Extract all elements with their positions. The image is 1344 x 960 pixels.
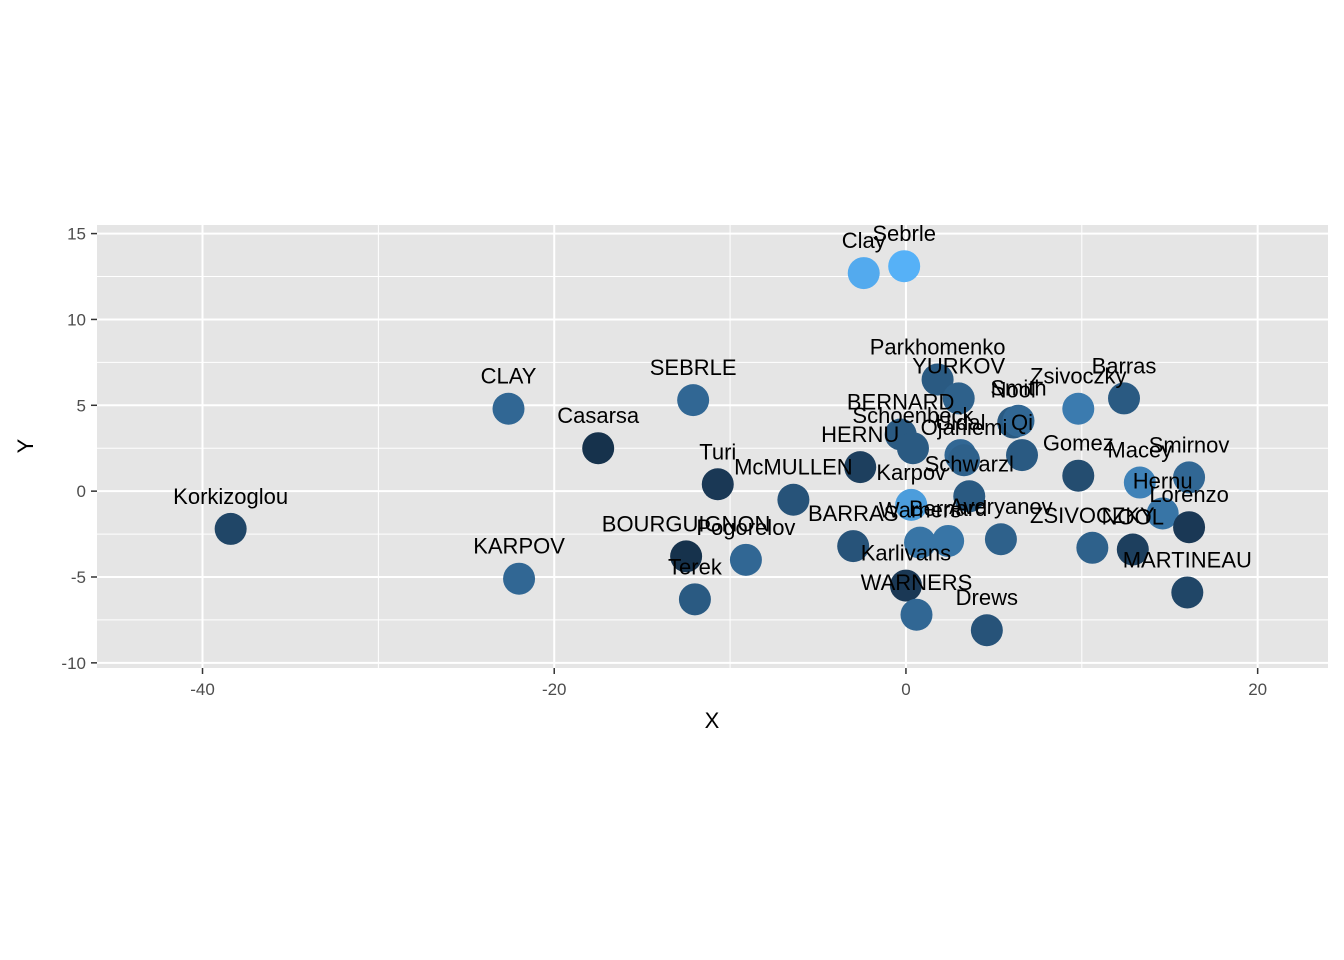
point-label: Warners [879,498,961,523]
data-point [847,257,880,290]
point-label: BERNARD [847,389,955,414]
data-point [777,483,810,516]
data-point [953,480,986,513]
point-label: NOOL [1102,505,1164,530]
x-tick-label: -20 [542,680,567,699]
data-point [984,523,1017,556]
data-point [492,392,525,425]
point-label: Hernu [1133,468,1193,493]
point-label: ZSIVOCZKY [1030,503,1155,528]
data-point [844,451,877,484]
point-label: McMULLEN [734,455,853,480]
x-tick-label: 20 [1248,680,1267,699]
point-label: Smith [990,376,1046,401]
point-label: KARPOV [473,534,565,559]
point-label: Qi [1011,410,1033,435]
y-tick-label: 0 [77,482,86,501]
point-label: Karlivans [861,541,951,566]
x-tick-label: 0 [901,680,910,699]
data-point [1006,439,1039,472]
point-label: Bernard [909,496,987,521]
minor-gridlines [97,225,1328,668]
point-label: Turi [699,439,736,464]
data-point [896,432,929,465]
data-point [503,562,536,595]
point-label: HERNU [821,422,899,447]
data-point [1062,459,1095,492]
data-point [888,250,921,283]
point-label: SEBRLE [650,355,737,380]
data-point [904,526,937,559]
point-label: Nool [991,377,1036,402]
y-axis-title: Y [13,438,38,453]
plot-panel [97,225,1328,668]
data-point [729,543,762,576]
data-point [678,583,711,616]
y-tick-label: 15 [67,225,86,244]
point-label: Sebrle [872,221,936,246]
data-point [677,384,710,417]
data-point [1171,576,1204,609]
data-point [1123,466,1156,499]
point-label: Uldal [935,410,985,435]
point-label: Smirnov [1149,432,1230,457]
data-point [1146,497,1179,530]
point-label: Korkizoglou [173,484,288,509]
data-point [1116,533,1149,566]
data-point [932,524,965,557]
point-label: Barras [1092,353,1157,378]
data-point [942,382,975,415]
y-tick-label: 5 [77,396,86,415]
data-point [921,363,954,396]
point-label: Pogorelov [696,515,795,540]
data-point [970,614,1003,647]
data-point [1173,511,1206,544]
point-label: Clay [842,228,886,253]
y-tick-label: -10 [61,654,86,673]
x-tick-label: -40 [190,680,215,699]
point-label: Parkhomenko [870,335,1006,360]
point-label: Casarsa [557,403,640,428]
point-label: Schwarzl [925,451,1014,476]
data-point [900,598,933,631]
data-point [701,468,734,501]
point-label: WARNERS [861,570,973,595]
y-tick-label: -5 [71,568,86,587]
data-point [214,512,247,545]
data-point [1173,461,1206,494]
point-label: YURKOV [912,353,1005,378]
point-label: Ojaniemi [921,415,1008,440]
point-label: Averyanov [949,494,1053,519]
data-point [1062,392,1095,425]
point-label: MARTINEAU [1123,547,1252,572]
data-point [837,530,870,563]
point-label: Lorenzo [1149,482,1229,507]
data-point [1108,382,1141,415]
point-label: BARRAS [808,501,898,526]
point-label: Karpov [876,460,946,485]
data-point [895,488,928,521]
point-label: Schoenbeck [852,403,974,428]
data-point [947,444,980,477]
data-point [1076,531,1109,564]
data-point [670,540,703,573]
data-point [889,569,922,602]
data-points [214,250,1206,647]
point-label: Gomez [1043,431,1114,456]
data-point [1002,404,1035,437]
y-tick-label: 10 [67,310,86,329]
point-label: Terek [668,554,723,579]
point-label: Zsivoczky [1030,364,1127,389]
x-axis-title: X [705,708,720,733]
point-label: Macey [1107,438,1172,463]
data-point [582,432,615,465]
point-label: BOURGUIGNON [602,511,771,536]
point-label: Drews [956,585,1018,610]
point-label: CLAY [481,364,537,389]
axis-ticks: -40 -20 0 20 -10 -5 0 5 10 15 [61,225,1267,699]
